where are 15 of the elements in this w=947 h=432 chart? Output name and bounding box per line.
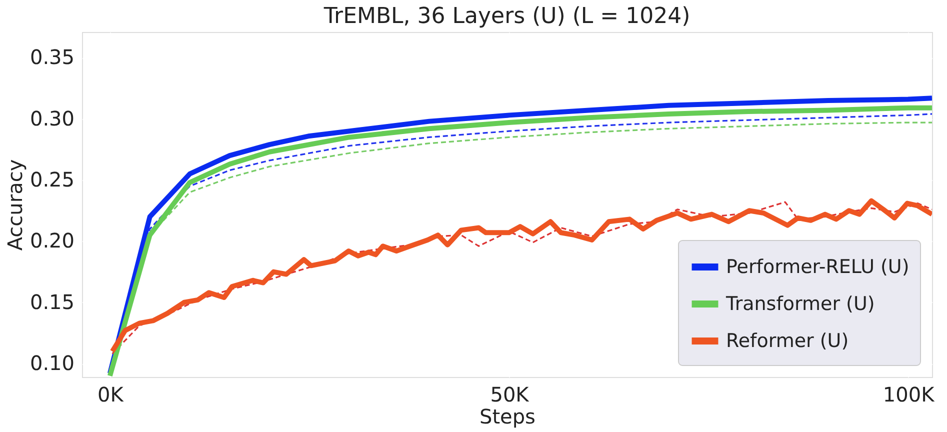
y-tick-label: 0.25 [30, 168, 74, 192]
x-tick-label: 100K [882, 382, 936, 406]
y-tick-label: 0.10 [30, 351, 74, 376]
legend-label: Transformer (U) [725, 293, 875, 315]
x-tick-label: 50K [490, 382, 530, 406]
legend-label: Reformer (U) [726, 330, 849, 352]
legend-label: Performer-RELU (U) [726, 256, 910, 278]
x-axis-title: Steps [480, 404, 536, 428]
y-tick-label: 0.20 [30, 228, 74, 253]
y-tick-label: 0.30 [30, 106, 74, 130]
x-tick-label: 0K [98, 382, 124, 406]
y-tick-label: 0.15 [30, 290, 74, 314]
chart-title: TrEMBL, 36 Layers (U) (L = 1024) [322, 4, 690, 29]
y-tick-label: 0.35 [30, 45, 74, 70]
y-axis-title: Accuracy [2, 159, 27, 251]
